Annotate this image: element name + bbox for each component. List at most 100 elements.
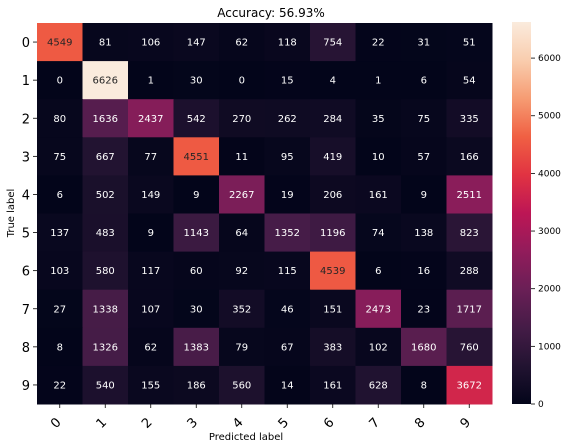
cell-value-label: 1717 (457, 304, 482, 315)
cell-value-label: 1196 (320, 228, 345, 239)
cell-value-label: 11 (235, 152, 248, 163)
heatmap-cell (173, 175, 220, 214)
colorbar-tick-label: 3000 (538, 227, 561, 237)
heatmap-cell (37, 251, 83, 291)
x-tick-label: 9 (458, 415, 474, 431)
cell-value-label: 9 (148, 228, 154, 239)
cell-value-label: 540 (96, 380, 115, 391)
cell-value-label: 580 (96, 266, 115, 277)
cell-value-label: 284 (323, 114, 342, 125)
heatmap-cell (219, 137, 265, 176)
heatmap-cell (446, 175, 493, 214)
heatmap-cell (355, 289, 402, 329)
heatmap-cell (264, 251, 311, 291)
y-tick-label: 7 (22, 303, 30, 318)
colorbar (512, 22, 531, 404)
heatmap-cell (401, 365, 447, 405)
heatmap-cell (173, 213, 220, 253)
colorbar-tick-label: 0 (538, 400, 544, 410)
heatmap-cell (128, 365, 174, 405)
cell-value-label: 6 (421, 76, 427, 87)
cell-value-label: 288 (460, 266, 479, 277)
heatmap-cell (310, 61, 356, 100)
cell-value-label: 270 (232, 114, 251, 125)
heatmap-cell (401, 99, 447, 138)
y-tick-label: 8 (22, 341, 30, 356)
cell-value-label: 0 (239, 76, 245, 87)
heatmap-cells: 4549 81 106 147 62 118 754 22 31 510 6626 1 30 0 15 4 1 6… (37, 23, 493, 405)
cell-value-label: 262 (278, 114, 297, 125)
cell-value-label: 186 (187, 380, 206, 391)
cell-value-label: 138 (414, 228, 433, 239)
heatmap-cell (37, 61, 83, 100)
cell-value-label: 1352 (275, 228, 300, 239)
heatmap-cell (355, 213, 402, 253)
cell-value-label: 147 (187, 38, 206, 49)
x-tick-label: 5 (276, 415, 292, 431)
heatmap-cell (37, 213, 83, 253)
y-tick-label: 5 (22, 227, 30, 242)
x-tick-labels: 0 1 2 3 4 5 6 7 8 9 (48, 404, 474, 432)
cell-value-label: 35 (372, 114, 385, 125)
cell-value-label: 754 (323, 38, 342, 49)
cell-value-label: 30 (190, 304, 203, 315)
heatmap-cell (264, 365, 311, 405)
cell-value-label: 3672 (457, 380, 482, 391)
heatmap-cell (264, 23, 311, 62)
heatmap-cell (82, 213, 129, 253)
cell-value-label: 155 (141, 380, 160, 391)
cell-value-label: 6 (57, 190, 63, 201)
chart-title: Accuracy: 56.93% (217, 6, 325, 20)
heatmap-cell (310, 289, 356, 329)
y-tick-labels: 0 1 2 3 4 5 6 7 8 9 (22, 36, 37, 394)
cell-value-label: 62 (235, 38, 248, 49)
heatmap-cell (401, 137, 447, 176)
heatmap-cell (82, 289, 129, 329)
heatmap-cell (82, 137, 129, 176)
heatmap-cell (219, 23, 265, 62)
x-tick-label: 8 (412, 415, 428, 431)
x-tick-label: 6 (321, 415, 337, 431)
y-tick-label: 9 (22, 379, 30, 394)
cell-value-label: 667 (96, 152, 115, 163)
x-tick-label: 0 (48, 415, 64, 431)
cell-value-label: 107 (141, 304, 160, 315)
heatmap-cell (219, 365, 265, 405)
x-tick-label: 1 (94, 415, 110, 431)
heatmap-cell (82, 99, 129, 138)
cell-value-label: 1338 (93, 304, 118, 315)
cell-value-label: 77 (144, 152, 157, 163)
cell-value-label: 54 (463, 76, 476, 87)
heatmap-cell (219, 251, 265, 291)
heatmap-cell (128, 23, 174, 62)
cell-value-label: 22 (372, 38, 385, 49)
heatmap-cell (401, 289, 447, 329)
x-tick-label: 3 (185, 415, 201, 431)
cell-value-label: 30 (190, 76, 203, 87)
cell-value-label: 62 (144, 342, 157, 353)
heatmap-cell (128, 99, 174, 138)
heatmap-cell (173, 327, 220, 367)
cell-value-label: 628 (369, 380, 388, 391)
heatmap-cell (128, 251, 174, 291)
heatmap-cell (128, 137, 174, 176)
cell-value-label: 4551 (184, 152, 209, 163)
heatmap-cell (401, 327, 447, 367)
heatmap-cell (446, 61, 493, 100)
y-tick-label: 3 (22, 150, 30, 165)
y-tick-label: 2 (22, 112, 30, 127)
y-tick-label: 0 (22, 36, 30, 51)
heatmap-cell (219, 327, 265, 367)
heatmap-cell (82, 23, 129, 62)
colorbar-tick-label: 6000 (538, 54, 561, 64)
cell-value-label: 2511 (457, 190, 482, 201)
heatmap-cell (173, 61, 220, 100)
heatmap-cell (82, 61, 129, 100)
colorbar-ticks: 0 1000 2000 3000 4000 5000 6000 (531, 54, 561, 410)
cell-value-label: 57 (417, 152, 430, 163)
heatmap-cell (264, 175, 311, 214)
cell-value-label: 117 (141, 266, 160, 277)
cell-value-label: 8 (421, 380, 427, 391)
cell-value-label: 352 (232, 304, 251, 315)
heatmap-cell (355, 251, 402, 291)
